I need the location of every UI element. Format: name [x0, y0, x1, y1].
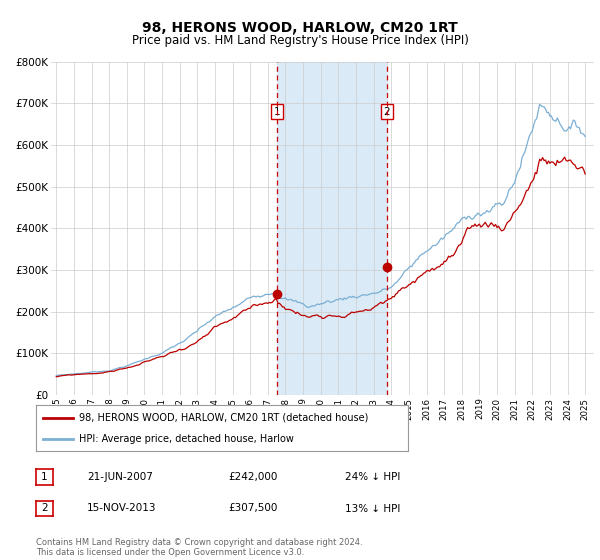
Text: £307,500: £307,500: [228, 503, 277, 514]
Bar: [277, 62, 387, 395]
Text: 1: 1: [274, 106, 280, 116]
Text: 2: 2: [41, 503, 48, 514]
Text: 2: 2: [383, 106, 390, 116]
Text: 98, HERONS WOOD, HARLOW, CM20 1RT (detached house): 98, HERONS WOOD, HARLOW, CM20 1RT (detac…: [79, 413, 368, 423]
Text: 1: 1: [41, 472, 48, 482]
Text: Price paid vs. HM Land Registry's House Price Index (HPI): Price paid vs. HM Land Registry's House …: [131, 34, 469, 46]
Text: 13% ↓ HPI: 13% ↓ HPI: [345, 503, 400, 514]
Text: £242,000: £242,000: [228, 472, 277, 482]
Text: 24% ↓ HPI: 24% ↓ HPI: [345, 472, 400, 482]
Text: Contains HM Land Registry data © Crown copyright and database right 2024.
This d: Contains HM Land Registry data © Crown c…: [36, 538, 362, 557]
Text: HPI: Average price, detached house, Harlow: HPI: Average price, detached house, Harl…: [79, 434, 293, 444]
Text: 21-JUN-2007: 21-JUN-2007: [87, 472, 153, 482]
Text: 98, HERONS WOOD, HARLOW, CM20 1RT: 98, HERONS WOOD, HARLOW, CM20 1RT: [142, 21, 458, 35]
Text: 15-NOV-2013: 15-NOV-2013: [87, 503, 157, 514]
